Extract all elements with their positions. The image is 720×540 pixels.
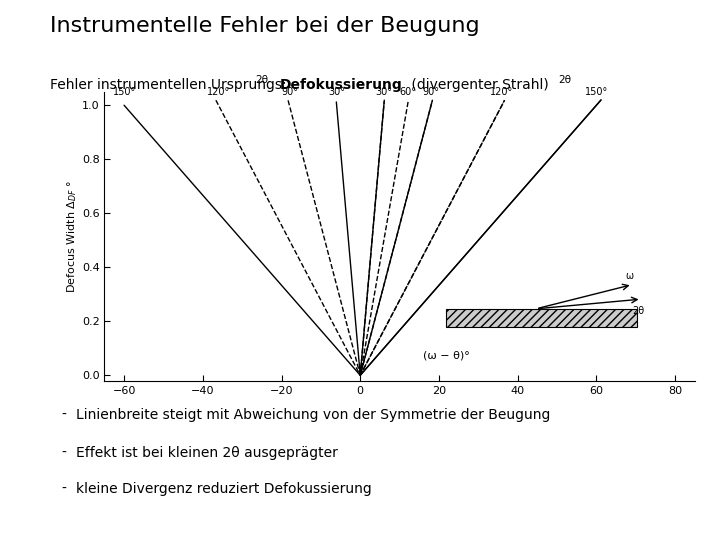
Y-axis label: Defocus Width $\Delta_{DF}$ °: Defocus Width $\Delta_{DF}$ ° [66, 180, 79, 293]
Text: 90°: 90° [423, 87, 440, 97]
Text: 120°: 120° [207, 87, 230, 97]
Text: kleine Divergenz reduziert Defokussierung: kleine Divergenz reduziert Defokussierun… [76, 482, 372, 496]
Text: Instrumentelle Fehler bei der Beugung: Instrumentelle Fehler bei der Beugung [50, 16, 480, 36]
Text: 2θ: 2θ [256, 75, 269, 85]
Text: -: - [61, 408, 66, 422]
Text: Fehler instrumentellen Ursprungs:: Fehler instrumentellen Ursprungs: [50, 78, 292, 92]
Text: 90°: 90° [281, 87, 298, 97]
Text: Effekt ist bei kleinen 2θ ausgeprägter: Effekt ist bei kleinen 2θ ausgeprägter [76, 446, 338, 460]
Text: (divergenter Strahl): (divergenter Strahl) [407, 78, 549, 92]
Text: -: - [61, 482, 66, 496]
Text: 60°: 60° [399, 87, 416, 97]
Text: (ω − θ)°: (ω − θ)° [423, 350, 470, 361]
Text: 120°: 120° [490, 87, 513, 97]
Text: Linienbreite steigt mit Abweichung von der Symmetrie der Beugung: Linienbreite steigt mit Abweichung von d… [76, 408, 550, 422]
Text: 150°: 150° [112, 87, 136, 97]
Text: Defokussierung: Defokussierung [279, 78, 402, 92]
Text: 30°: 30° [375, 87, 392, 97]
Text: 2θ: 2θ [558, 75, 572, 85]
Text: 150°: 150° [585, 87, 608, 97]
Text: 30°: 30° [328, 87, 345, 97]
Text: -: - [61, 446, 66, 460]
